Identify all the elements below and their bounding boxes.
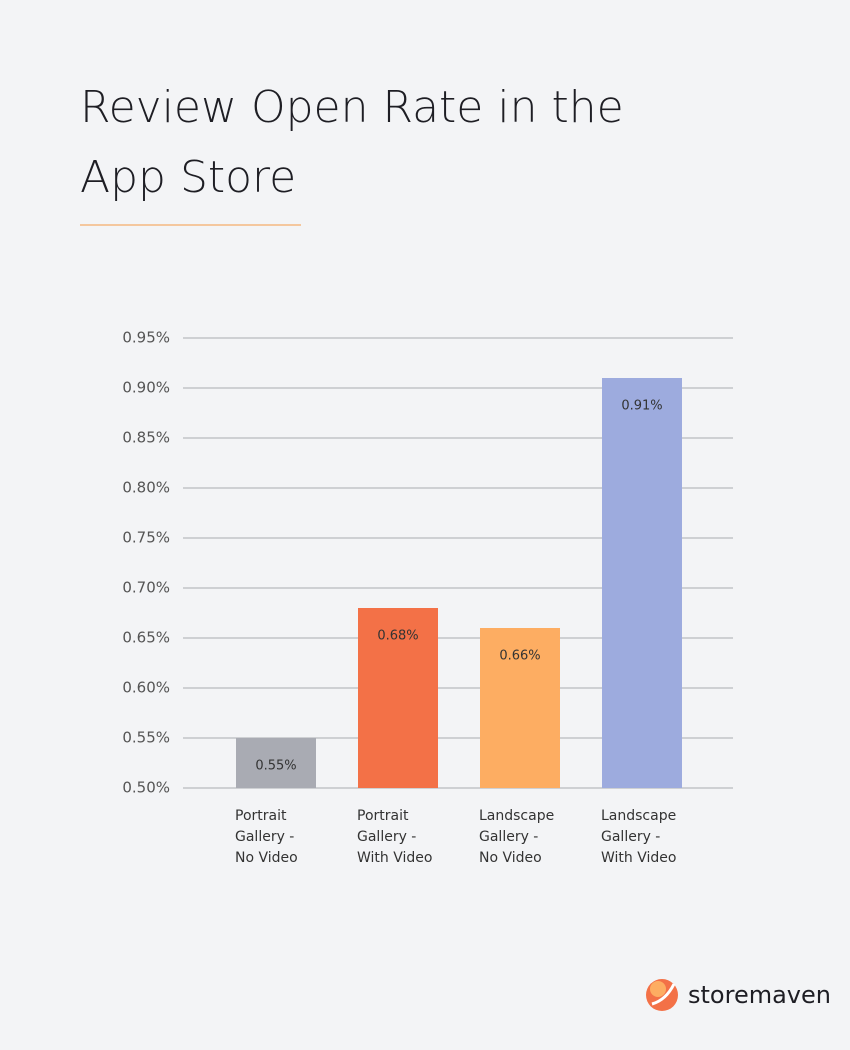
value-label: 0.66% (499, 649, 540, 664)
value-label: 0.91% (621, 399, 662, 414)
x-tick-label: Gallery - (601, 829, 660, 845)
x-tick-label: Gallery - (357, 829, 416, 845)
logo-swoosh (651, 983, 676, 1006)
x-tick-label: Portrait (235, 808, 287, 824)
y-tick-label: 0.65% (122, 629, 170, 647)
y-tick-label: 0.75% (122, 529, 170, 547)
x-tick-label: Portrait (357, 808, 409, 824)
x-tick-label: With Video (357, 850, 432, 866)
y-tick-label: 0.95% (122, 329, 170, 347)
chart-title: Review Open Rate in the (80, 82, 624, 133)
chart-title: App Store (80, 152, 296, 203)
bar (236, 738, 316, 788)
x-tick-label: Gallery - (479, 829, 538, 845)
x-tick-label: Landscape (479, 808, 554, 824)
y-tick-label: 0.80% (122, 479, 170, 497)
bar (358, 608, 438, 788)
y-tick-label: 0.50% (122, 779, 170, 797)
x-tick-label: Landscape (601, 808, 676, 824)
logo-dot (650, 981, 666, 997)
bar (480, 628, 560, 788)
y-tick-label: 0.85% (122, 429, 170, 447)
y-tick-label: 0.60% (122, 679, 170, 697)
y-tick-label: 0.55% (122, 729, 170, 747)
logo (646, 979, 678, 1011)
y-tick-label: 0.90% (122, 379, 170, 397)
bar (602, 378, 682, 788)
brand: storemaven (688, 981, 831, 1009)
value-label: 0.68% (377, 629, 418, 644)
value-label: 0.55% (255, 759, 296, 774)
x-tick-label: No Video (235, 850, 298, 866)
x-tick-label: No Video (479, 850, 542, 866)
x-tick-label: With Video (601, 850, 676, 866)
y-tick-label: 0.70% (122, 579, 170, 597)
x-tick-label: Gallery - (235, 829, 294, 845)
